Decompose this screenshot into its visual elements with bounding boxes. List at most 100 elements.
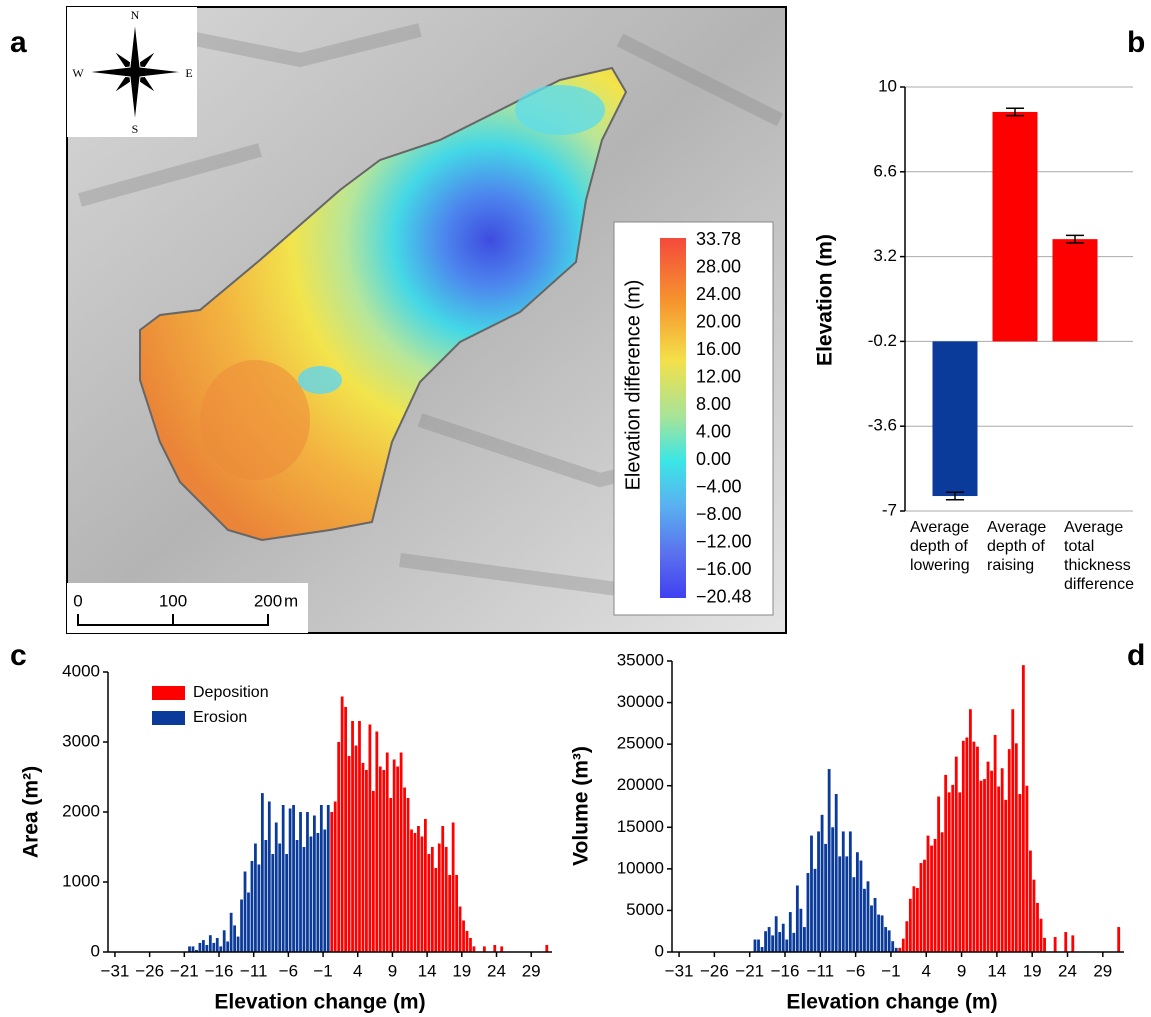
colorbar-box bbox=[613, 221, 774, 616]
bar bbox=[859, 860, 863, 952]
bar bbox=[278, 843, 282, 952]
bar bbox=[887, 930, 891, 952]
bar bbox=[976, 746, 979, 952]
bar bbox=[841, 831, 845, 952]
bar bbox=[767, 927, 771, 952]
bar bbox=[855, 852, 859, 952]
bar bbox=[271, 854, 275, 952]
bar bbox=[340, 696, 344, 952]
bar bbox=[810, 835, 813, 952]
bar bbox=[247, 892, 250, 952]
bar bbox=[827, 769, 831, 952]
scale-unit: m bbox=[284, 591, 298, 610]
bar bbox=[403, 787, 406, 952]
y-tick-label: 3.2 bbox=[873, 246, 897, 265]
bar bbox=[205, 945, 209, 952]
bar bbox=[880, 915, 884, 952]
bar bbox=[281, 805, 285, 952]
bar bbox=[873, 897, 877, 952]
bar bbox=[993, 734, 997, 952]
bar bbox=[965, 737, 969, 952]
x-tick-label: 29 bbox=[522, 961, 541, 980]
colorbar-label: 24.00 bbox=[696, 284, 741, 304]
x-tick-label: −26 bbox=[700, 961, 729, 980]
bar bbox=[788, 912, 792, 952]
bar bbox=[333, 801, 337, 952]
bar bbox=[306, 812, 309, 952]
x-tick-label: −6 bbox=[279, 961, 298, 980]
bar bbox=[870, 905, 873, 952]
bar bbox=[413, 833, 417, 952]
bar bbox=[319, 805, 323, 952]
bar bbox=[420, 836, 424, 952]
bar bbox=[912, 886, 916, 952]
bar bbox=[455, 875, 458, 952]
bar bbox=[1053, 937, 1057, 952]
bar bbox=[795, 885, 799, 952]
bar bbox=[208, 935, 212, 952]
bar bbox=[986, 761, 990, 952]
bar bbox=[848, 831, 852, 952]
x-tick-label: −16 bbox=[205, 961, 234, 980]
colorbar-label: −4.00 bbox=[696, 476, 742, 496]
bar bbox=[382, 770, 386, 952]
bar bbox=[493, 945, 497, 952]
bar bbox=[781, 923, 785, 952]
bar bbox=[358, 721, 361, 952]
bar bbox=[285, 854, 289, 952]
x-tick-label: 9 bbox=[388, 961, 397, 980]
x-tick-label: −31 bbox=[101, 961, 130, 980]
panel-label: a bbox=[10, 26, 27, 59]
colorbar-title: Elevation difference (m) bbox=[622, 280, 644, 491]
bar bbox=[926, 835, 930, 952]
terrain bbox=[515, 85, 605, 135]
bar bbox=[437, 843, 441, 952]
bar bbox=[898, 947, 902, 952]
bar bbox=[1025, 785, 1029, 952]
bar bbox=[243, 871, 247, 952]
x-tick-label: Average depth of raising bbox=[987, 519, 1047, 574]
bar bbox=[399, 752, 403, 952]
bar bbox=[250, 861, 254, 952]
y-tick-label: 25000 bbox=[617, 734, 664, 753]
colorbar-label: 0.00 bbox=[696, 449, 731, 469]
x-tick-label: −11 bbox=[807, 961, 835, 980]
bar bbox=[288, 808, 292, 952]
bar bbox=[361, 763, 365, 952]
colorbar-label: −8.00 bbox=[696, 504, 742, 524]
bar bbox=[1052, 239, 1098, 342]
bar bbox=[884, 927, 888, 952]
error-bar bbox=[1066, 234, 1084, 244]
bar bbox=[309, 836, 313, 952]
bar bbox=[458, 906, 462, 952]
bar bbox=[838, 856, 842, 952]
bar bbox=[813, 868, 817, 952]
bar bbox=[1043, 937, 1046, 952]
bar bbox=[852, 877, 856, 952]
bar bbox=[891, 941, 895, 952]
bar bbox=[434, 868, 438, 952]
bar bbox=[817, 831, 820, 952]
bar bbox=[378, 766, 382, 952]
y-tick-label: -3.6 bbox=[868, 416, 897, 435]
bar bbox=[337, 742, 341, 952]
x-tick-label: 24 bbox=[487, 961, 506, 980]
bar bbox=[863, 888, 866, 952]
colorbar-label: 4.00 bbox=[696, 421, 731, 441]
bar bbox=[908, 898, 912, 952]
y-tick-label: 6.6 bbox=[873, 161, 897, 180]
bar bbox=[806, 873, 810, 952]
terrain bbox=[298, 366, 342, 394]
bar bbox=[937, 796, 941, 952]
x-tick-label: −21 bbox=[735, 961, 764, 980]
compass-label: S bbox=[132, 122, 139, 136]
bar bbox=[916, 887, 919, 952]
colorbar-label: 33.78 bbox=[696, 229, 741, 249]
bar bbox=[448, 875, 452, 952]
x-tick-label: 4 bbox=[922, 961, 931, 980]
bar bbox=[940, 832, 944, 952]
bar bbox=[760, 947, 764, 952]
bar bbox=[233, 925, 236, 952]
bar bbox=[947, 792, 951, 952]
bar bbox=[958, 792, 962, 952]
